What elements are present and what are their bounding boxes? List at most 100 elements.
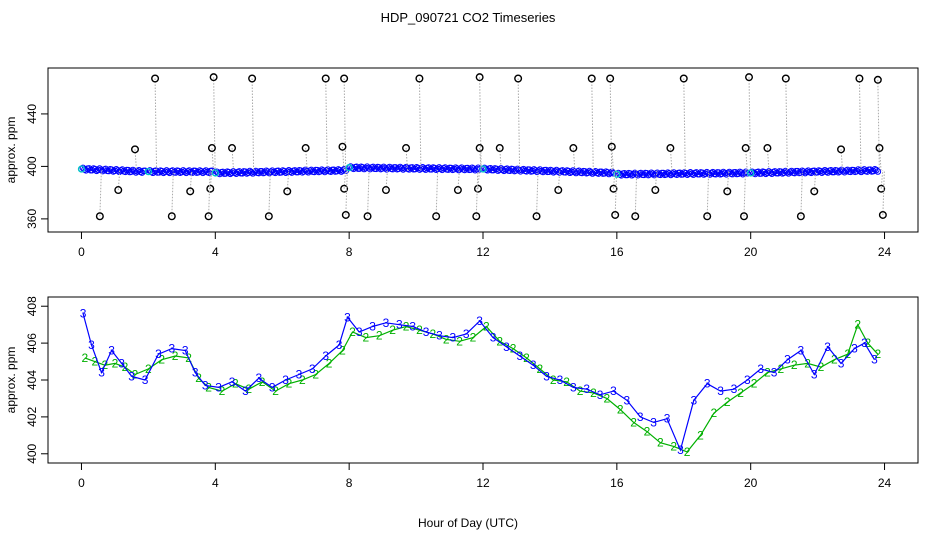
series-2-marker: 2	[684, 445, 691, 459]
data-point	[91, 165, 99, 173]
series-2-marker: 2	[563, 375, 570, 389]
series-3-marker: 3	[383, 316, 390, 330]
series-3-marker: 3	[142, 373, 149, 387]
outlier-point	[569, 144, 578, 153]
data-point	[97, 166, 105, 174]
outlier-point	[475, 144, 484, 153]
series-3-marker: 3	[784, 353, 791, 367]
series-2-marker: 2	[617, 403, 624, 417]
series-3-marker: 3	[242, 384, 249, 398]
outlier-guide-line	[877, 79, 880, 171]
data-point	[803, 168, 811, 176]
series-3-marker: 3	[356, 325, 363, 339]
cycle-start-point	[77, 165, 86, 173]
data-point	[125, 166, 132, 174]
data-point	[198, 168, 205, 175]
series-3-marker: 3	[423, 325, 430, 339]
outlier-guide-line	[706, 170, 710, 217]
chart-title: HDP_090721 CO2 Timeseries	[381, 10, 556, 25]
outlier-point	[207, 144, 216, 153]
outlier-guide-line	[345, 170, 348, 215]
series-3-marker: 3	[269, 380, 276, 394]
data-point	[161, 168, 169, 176]
series-2-marker: 2	[403, 320, 410, 334]
series-3-marker: 3	[543, 369, 550, 383]
data-point	[610, 169, 617, 177]
outlier-point	[340, 184, 349, 193]
y-tick-label: 400	[25, 156, 39, 176]
outlier-point	[666, 144, 675, 153]
data-point	[742, 168, 750, 176]
series-2-marker: 2	[470, 331, 477, 345]
outlier-guide-line	[343, 78, 347, 171]
series-3-marker: 3	[255, 371, 262, 385]
data-point	[874, 168, 882, 175]
series-2-marker: 2	[259, 375, 266, 389]
outlier-guide-line	[614, 170, 618, 215]
outlier-point	[415, 74, 424, 83]
outlier-point	[432, 212, 441, 221]
series-3-marker: 3	[570, 380, 577, 394]
series-2-marker: 2	[312, 367, 319, 381]
series-3-marker: 3	[344, 310, 351, 324]
outlier-point	[209, 73, 218, 82]
series-2-marker: 2	[158, 353, 165, 367]
data-point	[813, 168, 821, 176]
outlier-point	[473, 184, 482, 193]
series-3-marker: 3	[650, 415, 657, 429]
series-2-marker: 2	[456, 334, 463, 348]
outlier-point	[340, 74, 349, 83]
outlier-guide-line	[858, 78, 862, 171]
series-3-marker: 3	[677, 443, 684, 457]
data-point	[859, 167, 867, 174]
outlier-guide-line	[268, 170, 271, 217]
y-tick-label: 360	[25, 209, 39, 229]
top-y-axis: 360 400 440	[25, 104, 48, 229]
outlier-point	[248, 74, 257, 83]
series-3-marker: 3	[798, 343, 805, 357]
data-point	[181, 168, 189, 175]
outlier-guide-line	[479, 77, 482, 171]
series-3-marker: 3	[450, 331, 457, 345]
outlier-point	[703, 212, 712, 221]
outlier-guide-line	[171, 170, 174, 217]
series-2-marker: 2	[537, 362, 544, 376]
outlier-point	[878, 210, 887, 219]
series-3-marker: 3	[757, 362, 764, 376]
top-x-axis: 0 4 8 12 16 20 24	[78, 232, 892, 259]
x-tick-label: 24	[878, 476, 892, 490]
series-2-marker: 2	[326, 356, 333, 370]
series-3-marker: 3	[583, 382, 590, 396]
series-2-marker: 2	[818, 360, 825, 374]
series-2-marker: 2	[711, 406, 718, 420]
outlier-point	[321, 74, 330, 83]
data-point	[797, 169, 804, 176]
series-2-marker: 2	[764, 366, 771, 380]
outlier-point	[873, 75, 882, 84]
outlier-guide-line	[517, 78, 521, 171]
outlier-point	[651, 186, 660, 195]
series-2-marker: 2	[550, 373, 557, 387]
cycle-start-point	[747, 169, 755, 177]
outlier-point	[855, 74, 864, 83]
outlier-point	[609, 184, 618, 193]
series-3-marker: 3	[530, 358, 537, 372]
outlier-guide-line	[251, 78, 255, 171]
x-tick-label: 8	[346, 245, 353, 259]
outlier-guide-line	[882, 170, 885, 215]
series-3-marker: 3	[118, 356, 125, 370]
top-panel: 360 400 440 0 4 8 12 16 20 24 approx. ppm	[4, 67, 919, 259]
data-point	[820, 168, 827, 175]
series-2-marker: 2	[245, 382, 252, 396]
data-point	[114, 167, 122, 174]
cycle-start-point	[144, 167, 153, 176]
series-3-marker: 3	[182, 343, 189, 357]
bottom-y-axis-label: approx. ppm	[4, 347, 18, 414]
series-3-marker: 3	[168, 342, 175, 356]
x-tick-label: 4	[212, 476, 219, 490]
bottom-x-axis: 0 4 8 12 16 20 24	[78, 463, 892, 490]
series-3-marker: 3	[704, 377, 711, 391]
series-2-marker: 2	[844, 347, 851, 361]
outlier-guide-line	[418, 78, 422, 171]
